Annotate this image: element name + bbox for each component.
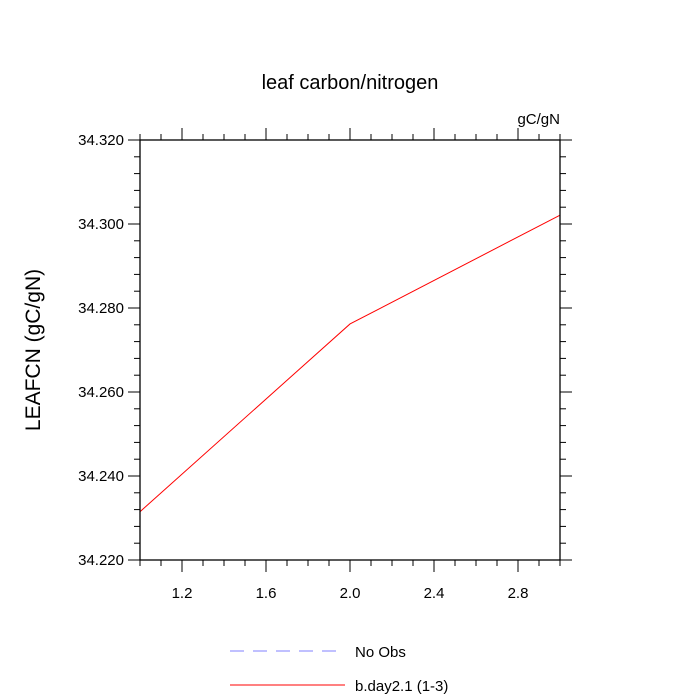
chart-title: leaf carbon/nitrogen xyxy=(262,72,439,94)
y-tick-label: 34.220 xyxy=(78,552,124,569)
units-label: gC/gN xyxy=(517,111,560,128)
y-tick-label: 34.260 xyxy=(78,384,124,401)
x-tick-label: 1.6 xyxy=(256,585,277,602)
axis-ticks xyxy=(128,128,572,572)
y-tick-label: 34.280 xyxy=(78,300,124,317)
x-tick-label: 1.2 xyxy=(172,585,193,602)
y-tick-label: 34.320 xyxy=(78,132,124,149)
tick-labels: 1.2 1.6 2.0 2.4 2.8 34.220 34.240 34.260 34.280 3… xyxy=(78,132,528,602)
x-tick-label: 2.4 xyxy=(424,585,445,602)
x-tick-label: 2.8 xyxy=(508,585,529,602)
y-tick-label: 34.240 xyxy=(78,468,124,485)
y-axis-label: LEAFCN (gC/gN) xyxy=(22,269,45,431)
x-tick-label: 2.0 xyxy=(340,585,361,602)
plot-frame xyxy=(139,139,561,561)
legend: No Obs b.day2.1 (1-3) xyxy=(230,644,448,695)
legend-label-b-day2: b.day2.1 (1-3) xyxy=(355,678,448,695)
series-layer xyxy=(139,214,561,513)
legend-label-no-obs: No Obs xyxy=(355,644,406,661)
y-tick-label: 34.300 xyxy=(78,216,124,233)
series-line xyxy=(139,214,561,513)
